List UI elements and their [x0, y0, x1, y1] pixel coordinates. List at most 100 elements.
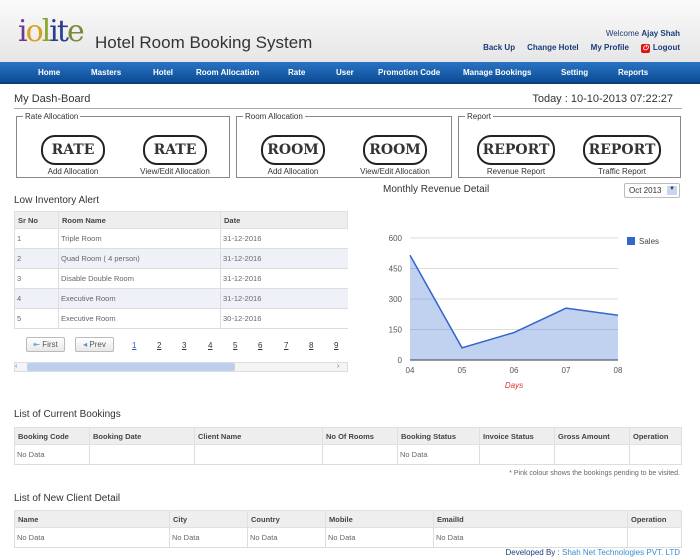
page-link-5[interactable]: 5 [233, 341, 238, 350]
nav-user[interactable]: User [336, 67, 354, 77]
x-tick-label: 04 [406, 366, 415, 375]
room-add-button[interactable]: ROOM [261, 135, 325, 165]
page-link-2[interactable]: 2 [157, 341, 162, 350]
col-booking-date: Booking Date [89, 427, 195, 445]
table-row[interactable]: 2 Quad Room ( 4 person) 31-12-2016 [14, 248, 348, 269]
cell: No Data [433, 527, 628, 548]
cell: Executive Room [58, 308, 221, 329]
table-row[interactable]: 4 Executive Room 31-12-2016 [14, 288, 348, 309]
rate-view-edit-button[interactable]: RATE [143, 135, 207, 165]
cell: 4 [14, 288, 59, 309]
revenue-report-button[interactable]: REPORT [477, 135, 555, 165]
month-select[interactable]: Oct 2013 ▼ [624, 183, 680, 198]
logo: iolite [18, 14, 85, 49]
col-country: Country [247, 510, 326, 528]
change-hotel-link[interactable]: Change Hotel [527, 43, 579, 52]
clients-table: Name City Country Mobile EmailId Operation No… [14, 510, 682, 548]
col-gross-amount: Gross Amount [554, 427, 630, 445]
legend-swatch [627, 237, 635, 245]
my-profile-link[interactable]: My Profile [590, 43, 629, 52]
cell: Disable Double Room [58, 268, 221, 289]
page-link-3[interactable]: 3 [182, 341, 187, 350]
new-clients-title: List of New Client Detail [14, 493, 121, 504]
nav-masters[interactable]: Masters [91, 67, 122, 77]
room-view-edit-caption: View/Edit Allocation [360, 167, 430, 176]
col-name: Name [14, 510, 170, 528]
x-tick-label: 05 [458, 366, 467, 375]
backup-link[interactable]: Back Up [483, 43, 516, 52]
month-value: Oct 2013 [629, 186, 662, 195]
nav-manage-bookings[interactable]: Manage Bookings [463, 67, 532, 77]
sales-area [410, 255, 618, 360]
cell [89, 444, 195, 465]
first-page-button[interactable]: ⇤ First [26, 337, 65, 352]
table-row[interactable]: 1 Triple Room 31-12-2016 [14, 228, 348, 249]
col-booking-status: Booking Status [397, 427, 480, 445]
nav-home[interactable]: Home [38, 67, 61, 77]
cell: 2 [14, 248, 59, 269]
prev-page-button[interactable]: ◂ Prev [75, 337, 114, 352]
table-row: No Data No Data [14, 444, 682, 465]
nav-promotion-code[interactable]: Promotion Code [378, 67, 441, 77]
y-tick-label: 300 [389, 295, 403, 304]
nav-hotel[interactable]: Hotel [153, 67, 173, 77]
page-link-9[interactable]: 9 [334, 341, 339, 350]
x-tick-label: 08 [614, 366, 623, 375]
room-view-edit-button[interactable]: ROOM [363, 135, 427, 165]
rate-allocation-group: Rate Allocation RATE Add Allocation RATE… [16, 112, 230, 178]
cell [194, 444, 323, 465]
table-row[interactable]: 5 Executive Room 30-12-2016 [14, 308, 348, 329]
page-link-4[interactable]: 4 [208, 341, 213, 350]
nav-rate[interactable]: Rate [288, 67, 306, 77]
col-operation: Operation [629, 427, 682, 445]
cell [627, 527, 682, 548]
cell: Quad Room ( 4 person) [58, 248, 221, 269]
cell: Triple Room [58, 228, 221, 249]
cell: No Data [14, 444, 90, 465]
page-link-8[interactable]: 8 [309, 341, 314, 350]
logout-label: Logout [652, 43, 680, 52]
traffic-report-button[interactable]: REPORT [583, 135, 661, 165]
inventory-table: Sr No Room Name Date 1 Triple Room 31-12-201… [14, 211, 348, 329]
cell [554, 444, 630, 465]
low-inventory-title: Low Inventory Alert [14, 195, 100, 206]
prev-label: Prev [89, 340, 106, 349]
x-tick-label: 06 [510, 366, 519, 375]
cell: No Data [397, 444, 480, 465]
scrollbar-thumb[interactable] [27, 363, 235, 371]
page-link-6[interactable]: 6 [258, 341, 263, 350]
first-icon: ⇤ [33, 340, 40, 349]
prev-icon: ◂ [83, 340, 88, 349]
group-legend: Rate Allocation [25, 112, 79, 121]
cell [629, 444, 682, 465]
room-allocation-group: Room Allocation ROOM Add Allocation ROOM… [236, 112, 452, 178]
cell: 31-12-2016 [220, 228, 348, 249]
cell: Executive Room [58, 288, 221, 309]
nav-reports[interactable]: Reports [618, 67, 649, 77]
traffic-report-caption: Traffic Report [597, 167, 646, 176]
company-link[interactable]: Shah Net Technologies PVT. LTD [562, 548, 680, 557]
rate-view-edit-caption: View/Edit Allocation [140, 167, 210, 176]
cell: 31-12-2016 [220, 268, 348, 289]
cell: No Data [169, 527, 248, 548]
nav-room-allocation[interactable]: Room Allocation [196, 67, 260, 77]
x-tick-label: 07 [562, 366, 571, 375]
col-date: Date [220, 211, 348, 229]
logout-link[interactable]: ⏻ Logout [640, 43, 680, 53]
col-booking-code: Booking Code [14, 427, 90, 445]
x-axis-title: Days [505, 381, 523, 390]
header-links: Back Up Change Hotel My Profile ⏻ Logout [483, 43, 680, 53]
page-link-7[interactable]: 7 [284, 341, 289, 350]
y-tick-label: 150 [389, 326, 403, 335]
scroll-left-icon[interactable]: ‹ [15, 363, 18, 370]
scroll-right-icon[interactable]: › [337, 363, 340, 370]
revenue-title: Monthly Revenue Detail [383, 184, 490, 195]
app-title: Hotel Room Booking System [95, 33, 313, 52]
page-link-1[interactable]: 1 [132, 341, 137, 350]
nav-setting[interactable]: Setting [561, 67, 589, 77]
cell: No Data [247, 527, 326, 548]
rate-add-button[interactable]: RATE [41, 135, 105, 165]
welcome-label: Welcome [605, 29, 640, 38]
horizontal-scrollbar[interactable]: ‹ › [14, 362, 348, 372]
table-row[interactable]: 3 Disable Double Room 31-12-2016 [14, 268, 348, 289]
